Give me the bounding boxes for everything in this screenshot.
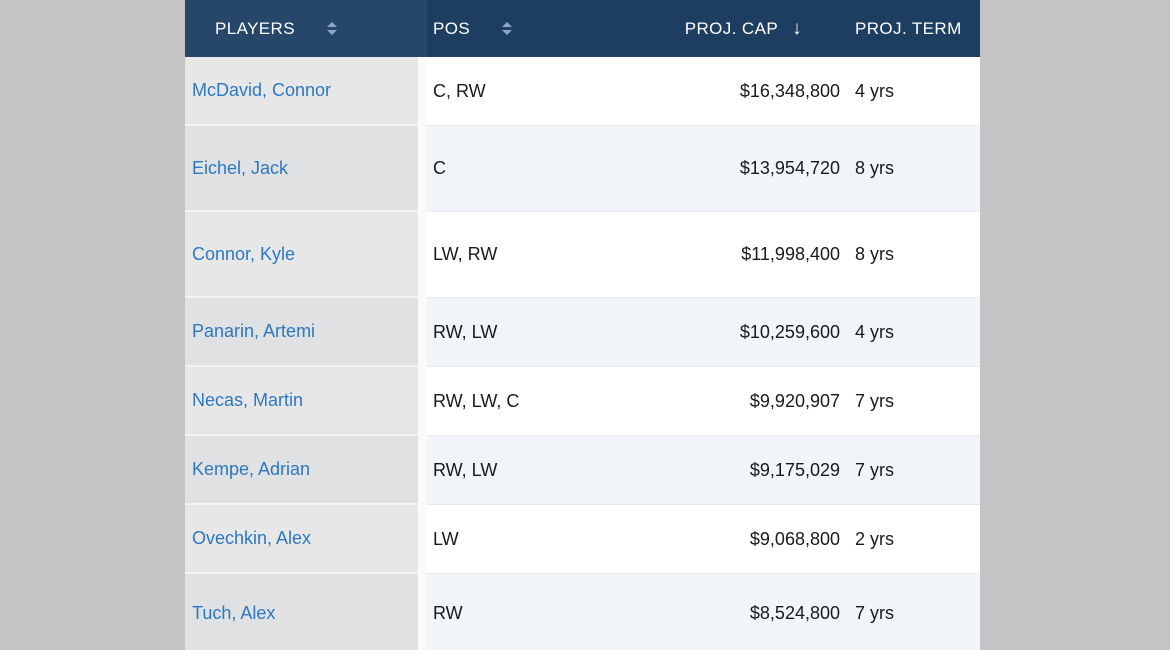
column-header-proj-term-label: PROJ. TERM (855, 18, 962, 38)
table-row: Tuch, Alex RW $8,524,800 7 yrs (185, 574, 980, 650)
column-header-proj-term[interactable]: PROJ. TERM (847, 0, 980, 57)
table-row: Panarin, Artemi RW, LW $10,259,600 4 yrs (185, 298, 980, 367)
column-header-proj-cap-label: PROJ. CAP (684, 18, 779, 38)
proj-cap-cell: $11,998,400 (557, 212, 847, 298)
proj-cap-cell: $10,259,600 (557, 298, 847, 367)
column-header-players-label: PLAYERS (215, 18, 295, 38)
proj-term-cell: 2 yrs (847, 505, 980, 574)
proj-cap-cell: $9,068,800 (557, 505, 847, 574)
player-name-link[interactable]: Panarin, Artemi (185, 298, 418, 367)
player-name-link[interactable]: Tuch, Alex (185, 574, 418, 650)
frozen-column-divider (418, 505, 427, 574)
chevron-down-icon (326, 30, 337, 35)
sort-chevron-up-down-icon (326, 22, 337, 35)
proj-cap-cell: $13,954,720 (557, 126, 847, 212)
frozen-column-divider (418, 212, 427, 298)
frozen-column-divider (418, 0, 427, 57)
position-cell: RW, LW (427, 436, 557, 505)
chevron-up-icon (502, 22, 513, 27)
proj-cap-cell: $8,524,800 (557, 574, 847, 650)
proj-cap-cell: $9,175,029 (557, 436, 847, 505)
chevron-down-icon (502, 30, 513, 35)
frozen-column-divider (418, 367, 427, 436)
position-cell: RW (427, 574, 557, 650)
column-header-players[interactable]: PLAYERS (185, 0, 418, 57)
proj-term-cell: 8 yrs (847, 126, 980, 212)
player-name-link[interactable]: McDavid, Connor (185, 57, 418, 126)
proj-term-cell: 7 yrs (847, 574, 980, 650)
chevron-up-icon (326, 22, 337, 27)
table-row: Ovechkin, Alex LW $9,068,800 2 yrs (185, 505, 980, 574)
position-cell: C (427, 126, 557, 212)
frozen-column-divider (418, 126, 427, 212)
column-header-pos[interactable]: POS (427, 0, 557, 57)
column-header-proj-cap[interactable]: PROJ. CAP ↓ (557, 0, 847, 57)
sort-chevron-up-down-icon (502, 22, 513, 35)
sort-descending-arrow-icon: ↓ (792, 18, 802, 39)
position-cell: RW, LW (427, 298, 557, 367)
proj-term-cell: 4 yrs (847, 57, 980, 126)
player-name-link[interactable]: Connor, Kyle (185, 212, 418, 298)
position-cell: RW, LW, C (427, 367, 557, 436)
table-header: PLAYERS POS PROJ. CAP ↓ PROJ. TERM (185, 0, 980, 57)
frozen-column-divider (418, 57, 427, 126)
player-name-link[interactable]: Necas, Martin (185, 367, 418, 436)
table-body: McDavid, Connor C, RW $16,348,800 4 yrs Eich… (185, 57, 980, 650)
position-cell: LW (427, 505, 557, 574)
frozen-column-divider (418, 298, 427, 367)
proj-term-cell: 7 yrs (847, 436, 980, 505)
table-row: Kempe, Adrian RW, LW $9,175,029 7 yrs (185, 436, 980, 505)
proj-cap-cell: $16,348,800 (557, 57, 847, 126)
table-row: Connor, Kyle LW, RW $11,998,400 8 yrs (185, 212, 980, 298)
proj-cap-cell: $9,920,907 (557, 367, 847, 436)
player-name-link[interactable]: Eichel, Jack (185, 126, 418, 212)
player-name-link[interactable]: Ovechkin, Alex (185, 505, 418, 574)
position-cell: LW, RW (427, 212, 557, 298)
proj-term-cell: 4 yrs (847, 298, 980, 367)
proj-term-cell: 8 yrs (847, 212, 980, 298)
table-row: Eichel, Jack C $13,954,720 8 yrs (185, 126, 980, 212)
player-name-link[interactable]: Kempe, Adrian (185, 436, 418, 505)
players-table: PLAYERS POS PROJ. CAP ↓ PROJ. TERM McDav… (185, 0, 980, 650)
column-header-pos-label: POS (433, 18, 471, 38)
position-cell: C, RW (427, 57, 557, 126)
proj-term-cell: 7 yrs (847, 367, 980, 436)
table-row: Necas, Martin RW, LW, C $9,920,907 7 yrs (185, 367, 980, 436)
table-row: McDavid, Connor C, RW $16,348,800 4 yrs (185, 57, 980, 126)
frozen-column-divider (418, 574, 427, 650)
frozen-column-divider (418, 436, 427, 505)
